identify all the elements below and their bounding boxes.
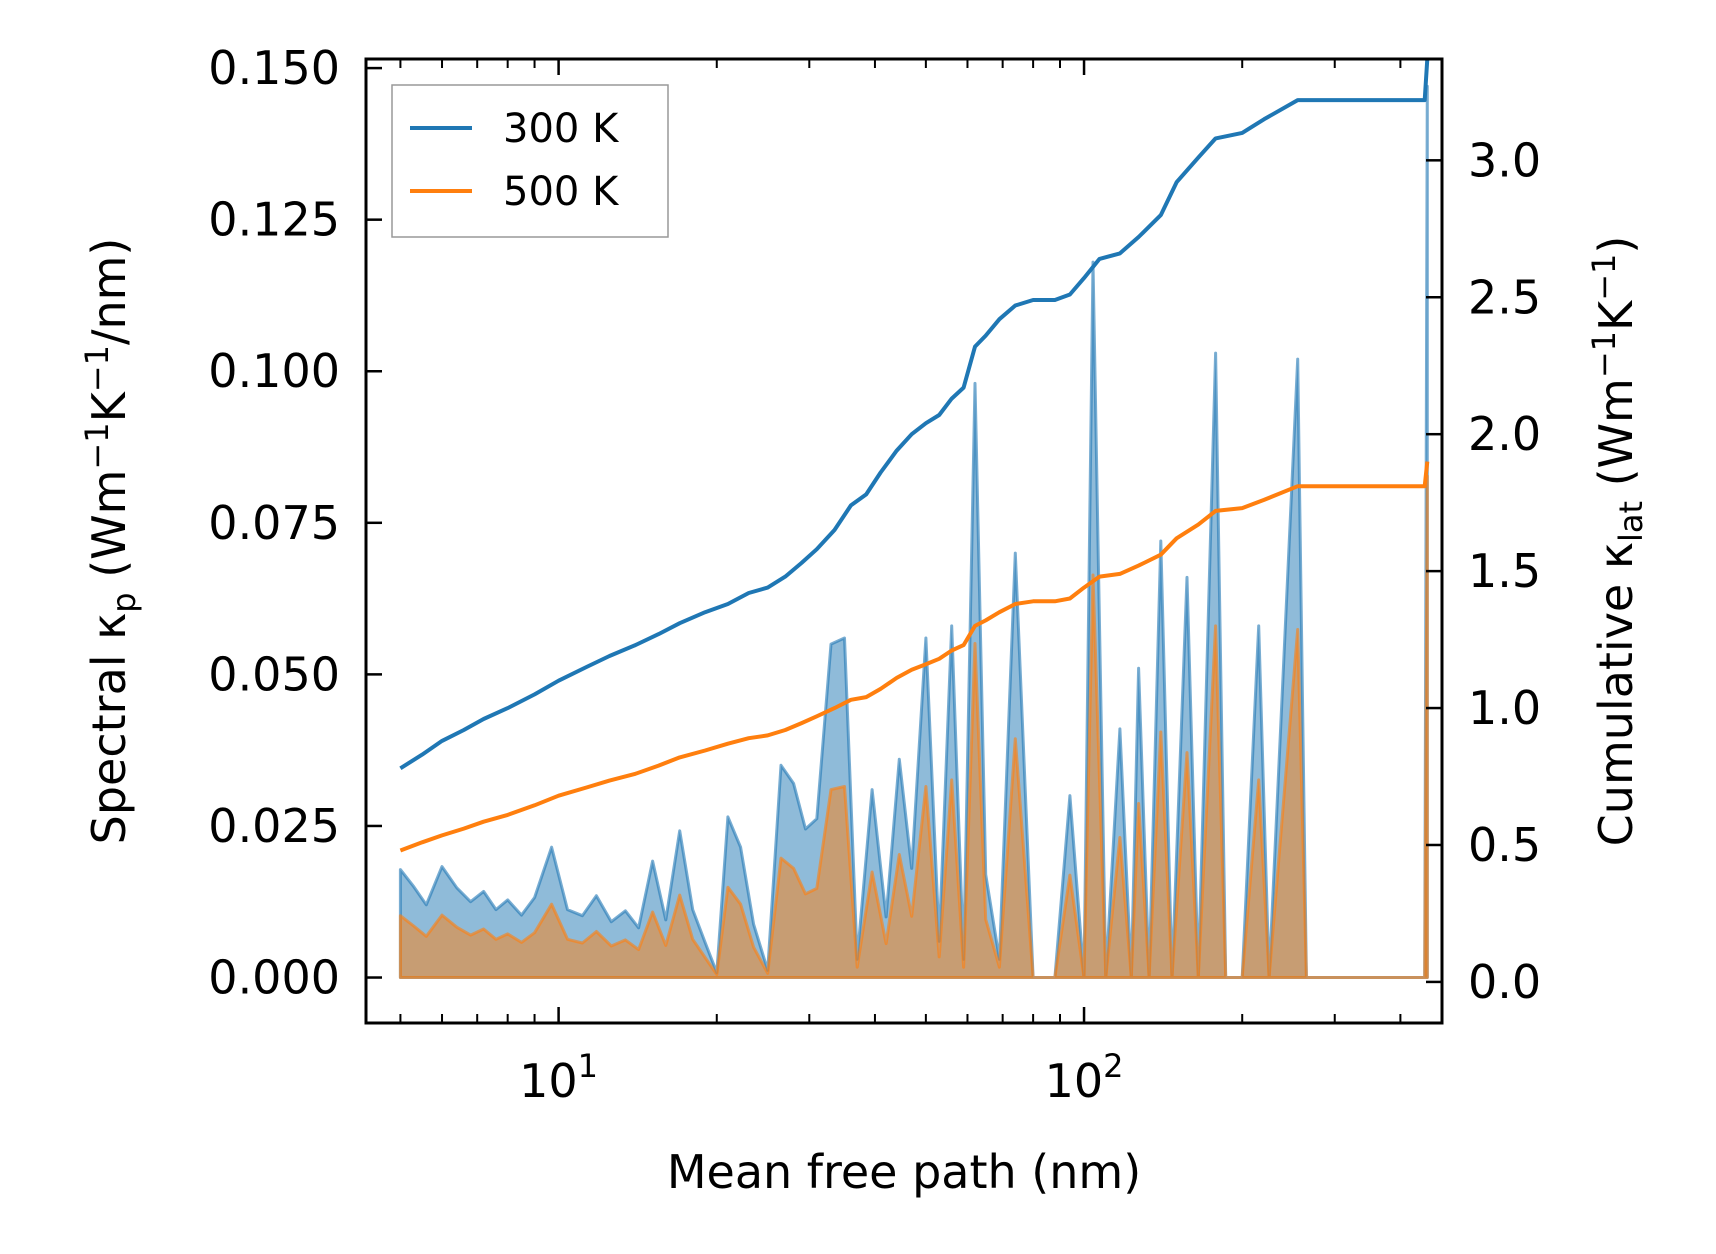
y-right-tick-label: 3.0 <box>1468 133 1541 187</box>
y-right-title-sub: lat <box>1612 501 1650 542</box>
y-axis-right-title: Cumulative κlat (Wm−1K−1) <box>1585 236 1650 847</box>
y-left-tick-label: 0.150 <box>208 41 340 95</box>
cumulative-line-layer <box>399 58 1430 853</box>
y-left-title-units-prefix: (Wm <box>82 470 136 593</box>
y-left-title-sup2: −1 <box>78 345 116 392</box>
y-right-tick-label: 0.0 <box>1468 955 1541 1009</box>
y-right-title-units-mid: K <box>1589 299 1643 331</box>
y-left-tick-label: 0.075 <box>208 496 340 550</box>
cumulative-line-300k <box>399 58 1430 770</box>
x-tick-label: 102 <box>1045 1047 1124 1108</box>
y-left-title-sup1: −1 <box>78 422 116 469</box>
y-right-title-sup1: −1 <box>1585 331 1623 378</box>
legend-box <box>391 84 669 238</box>
y-right-tick-label: 0.5 <box>1468 818 1541 872</box>
x-axis-title: Mean free path (nm) <box>667 1145 1141 1199</box>
tick-layer: 0.000 0.025 0.050 0.075 0.100 0.125 0.150 0.0 0.… <box>208 41 1541 1108</box>
y-left-tick-label: 0.125 <box>208 193 340 247</box>
y-left-title-prefix: Spectral κ <box>82 613 136 845</box>
y-right-title-sup2: −1 <box>1585 254 1623 301</box>
x-tick-label: 101 <box>519 1047 598 1108</box>
y-right-tick-label: 2.0 <box>1468 407 1541 461</box>
y-left-tick-label: 0.050 <box>208 647 340 701</box>
legend-label-300k: 300 K <box>503 106 620 152</box>
y-right-title-units-prefix: (Wm <box>1589 378 1643 501</box>
y-right-tick-label: 2.5 <box>1468 270 1541 324</box>
y-left-title-units-suffix: /nm) <box>82 238 136 345</box>
plot-frame <box>364 57 1444 1025</box>
y-right-tick-label: 1.5 <box>1468 544 1541 598</box>
y-right-title-prefix: Cumulative κ <box>1589 542 1643 846</box>
spectral-area-300k <box>398 84 1429 979</box>
y-left-tick-label: 0.025 <box>208 799 340 853</box>
y-right-title-units-suffix: ) <box>1589 236 1643 254</box>
legend: 300 K 500 K <box>391 84 669 238</box>
cumulative-line-500k <box>399 461 1430 853</box>
spectral-area-layer <box>398 84 1429 979</box>
legend-label-500k: 500 K <box>503 169 620 215</box>
y-axis-left-title: Spectral κp (Wm−1K−1/nm) <box>78 238 143 845</box>
y-right-tick-label: 1.0 <box>1468 681 1541 735</box>
y-left-tick-label: 0.100 <box>208 344 340 398</box>
y-left-title-sub: p <box>105 592 143 612</box>
y-left-title-units-mid: K <box>82 390 136 422</box>
y-left-tick-label: 0.000 <box>208 951 340 1005</box>
spectral-area-500k <box>398 474 1429 979</box>
